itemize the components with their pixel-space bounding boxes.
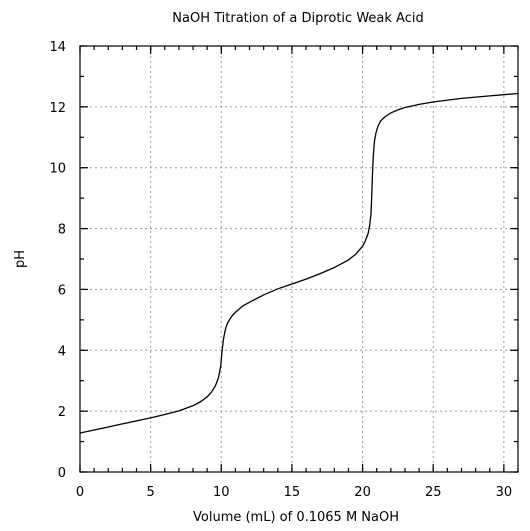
x-tick-label: 0: [76, 485, 84, 500]
y-tick-label: 0: [58, 466, 66, 481]
tick-labels: 0 5 10 15 20 25 30 0 2 4 6 8 10 12 14: [49, 40, 512, 500]
y-tick-label: 10: [49, 162, 66, 177]
x-tick-label: 25: [425, 485, 442, 500]
x-axis-label: Volume (mL) of 0.1065 M NaOH: [193, 510, 399, 525]
axis-ticks: [79, 45, 519, 473]
y-axis-label: pH: [13, 250, 28, 268]
y-tick-label: 4: [58, 344, 66, 359]
y-tick-label: 14: [49, 40, 66, 55]
x-tick-label: 5: [147, 485, 155, 500]
series-layer: [79, 92, 519, 434]
grid-lines: [80, 46, 518, 472]
x-tick-label: 10: [213, 485, 230, 500]
chart-title: NaOH Titration of a Diprotic Weak Acid: [172, 11, 423, 26]
y-tick-label: 2: [58, 405, 66, 420]
plot-frame: [79, 45, 519, 473]
y-tick-label: 8: [58, 223, 66, 238]
y-tick-label: 6: [58, 283, 66, 298]
y-tick-label: 12: [49, 101, 66, 116]
series-line-1: [79, 92, 519, 434]
x-tick-label: 30: [496, 485, 513, 500]
x-tick-label: 15: [284, 485, 301, 500]
x-tick-label: 20: [354, 485, 371, 500]
